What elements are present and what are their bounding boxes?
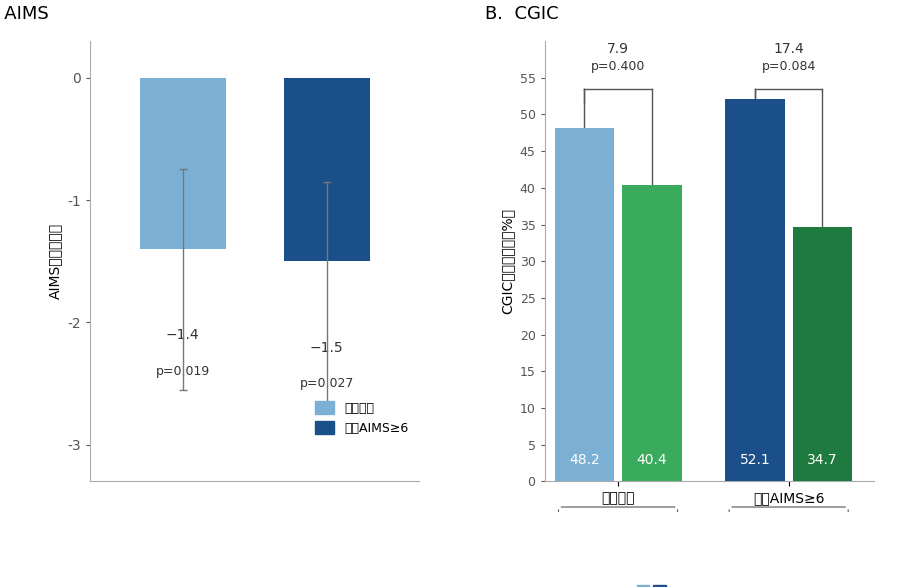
Text: p=0.400: p=0.400	[591, 60, 645, 73]
Text: −1.4: −1.4	[166, 329, 199, 342]
Text: 52.1: 52.1	[740, 453, 770, 467]
Bar	[725, 99, 785, 481]
Bar	[622, 185, 681, 481]
Text: 17.4: 17.4	[773, 42, 804, 56]
Y-axis label: CGIC治疗成功率（%）: CGIC治疗成功率（%）	[500, 208, 514, 314]
Text: 40.4: 40.4	[636, 453, 667, 467]
FancyBboxPatch shape	[653, 585, 666, 587]
Bar	[554, 127, 614, 481]
Y-axis label: AIMS平均变化值: AIMS平均变化值	[48, 223, 62, 299]
Bar	[284, 77, 370, 261]
FancyBboxPatch shape	[637, 585, 650, 587]
Text: 34.7: 34.7	[807, 453, 838, 467]
Text: 48.2: 48.2	[569, 453, 600, 467]
Text: −1.5: −1.5	[310, 340, 343, 355]
Text: B.  CGIC: B. CGIC	[486, 5, 559, 23]
Legend: 所有患者, 基线AIMS≥6: 所有患者, 基线AIMS≥6	[310, 396, 414, 440]
Text: p=0.027: p=0.027	[300, 377, 354, 390]
Bar	[793, 227, 852, 481]
Text: p=0.019: p=0.019	[156, 365, 210, 378]
Text: A.  AIMS: A. AIMS	[0, 5, 49, 23]
Bar	[140, 77, 226, 249]
Text: p=0.084: p=0.084	[761, 60, 815, 73]
Text: 7.9: 7.9	[607, 42, 629, 56]
